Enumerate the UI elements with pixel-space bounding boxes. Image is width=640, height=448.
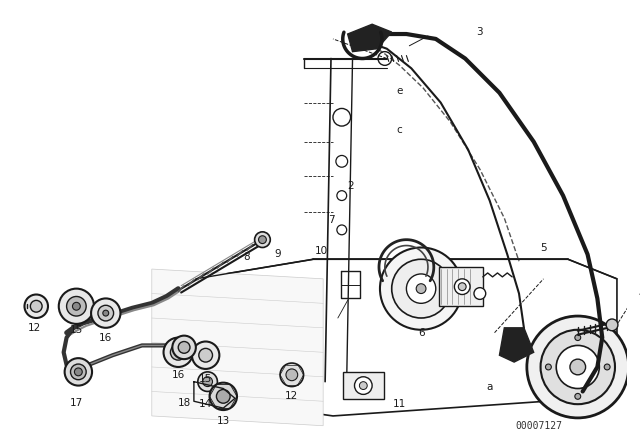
Circle shape [72,302,80,310]
Circle shape [74,368,83,376]
Circle shape [164,338,193,367]
Text: 8: 8 [243,252,250,262]
Circle shape [416,284,426,293]
Circle shape [575,335,580,340]
Text: 10: 10 [315,246,328,256]
Circle shape [67,297,86,316]
Text: 16: 16 [172,370,185,380]
Circle shape [286,369,298,381]
Circle shape [203,377,212,387]
Text: 12: 12 [28,323,41,333]
Text: 6: 6 [418,327,424,338]
Text: 2: 2 [348,181,354,191]
Circle shape [575,393,580,399]
Circle shape [545,364,551,370]
FancyBboxPatch shape [343,372,384,399]
Circle shape [98,305,113,321]
Circle shape [172,336,196,359]
Text: 16: 16 [99,332,113,343]
Polygon shape [499,328,534,362]
Polygon shape [348,24,392,52]
Circle shape [355,377,372,394]
Text: 17: 17 [70,398,83,408]
Text: a: a [486,382,493,392]
Circle shape [199,349,212,362]
Circle shape [170,345,186,360]
Circle shape [406,274,436,303]
Circle shape [192,341,220,369]
Circle shape [606,319,618,331]
Circle shape [209,383,237,410]
Circle shape [604,364,610,370]
Circle shape [178,341,190,353]
FancyBboxPatch shape [438,267,483,306]
Circle shape [458,283,466,291]
Circle shape [454,279,470,294]
Circle shape [70,364,86,380]
Text: e: e [396,86,403,96]
Circle shape [556,345,599,388]
Circle shape [360,382,367,389]
Circle shape [280,363,303,387]
Circle shape [392,259,451,318]
Circle shape [216,389,230,403]
Text: 3: 3 [477,27,483,37]
Circle shape [570,359,586,375]
Text: 15: 15 [199,374,212,384]
Text: 18: 18 [177,398,191,408]
Circle shape [541,330,615,404]
Text: 4: 4 [638,289,640,298]
Text: c: c [397,125,403,135]
Text: 11: 11 [393,399,406,409]
Circle shape [24,294,48,318]
Circle shape [198,372,218,392]
Circle shape [103,310,109,316]
Circle shape [527,316,628,418]
Circle shape [30,300,42,312]
Text: 13: 13 [217,416,230,426]
Circle shape [91,298,120,328]
Text: 15: 15 [70,325,83,335]
Circle shape [59,289,94,324]
Circle shape [255,232,270,247]
Text: 5: 5 [540,242,547,253]
Circle shape [380,247,462,330]
Text: 7: 7 [328,215,334,225]
Circle shape [474,288,486,299]
Circle shape [65,358,92,386]
Text: 9: 9 [275,250,282,259]
Polygon shape [152,269,323,426]
Text: 12: 12 [285,392,298,401]
Text: 00007127: 00007127 [515,421,562,431]
Text: 14: 14 [199,399,212,409]
Circle shape [175,349,181,355]
Circle shape [259,236,266,244]
